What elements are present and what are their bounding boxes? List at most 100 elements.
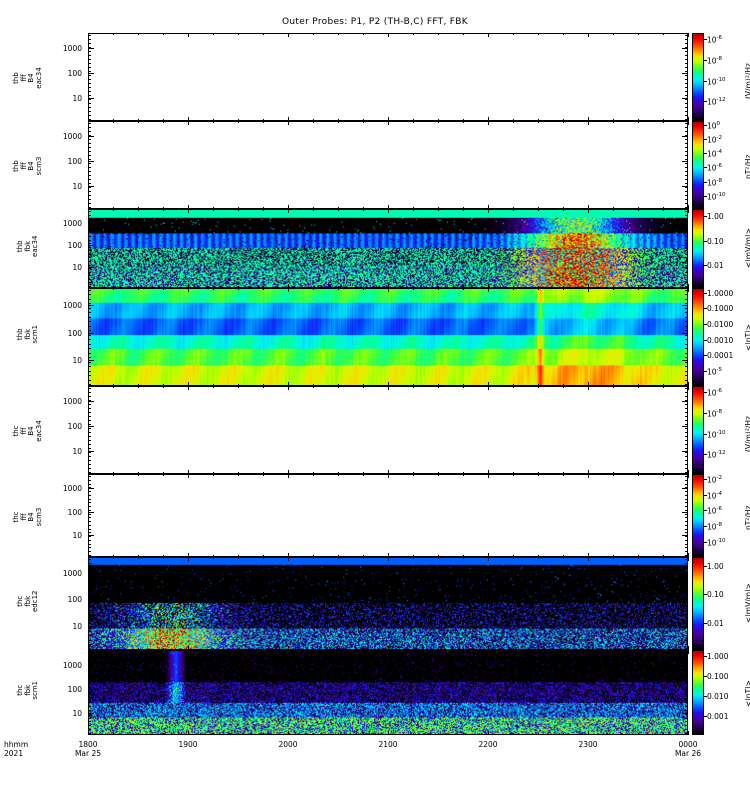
x-tick-mark [363,557,364,559]
y-minor-tick [685,83,688,84]
x-tick-mark [313,472,314,474]
x-tick-mark [163,119,164,121]
y-minor-tick [88,159,91,160]
x-tick-mark [663,557,664,559]
y-minor-tick [685,218,688,219]
y-minor-tick [685,131,688,132]
y-tick-mark [88,73,94,74]
y-tick-label: 10 [72,446,82,456]
x-tick-mark [138,733,139,735]
y-minor-tick [685,348,688,349]
y-minor-tick [685,660,688,661]
x-tick-mark [613,472,614,474]
x-tick-mark [88,117,89,121]
y-tick-mark [682,73,688,74]
y-axis-label-thb-fbk-eac34: thb fbk eac34 [16,211,40,281]
y-minor-tick [88,317,91,318]
colorbar-tick-mark [704,216,707,217]
x-tick-mark [488,288,489,292]
y-tick-mark [682,223,688,224]
x-tick-mark [188,646,189,650]
x-tick-mark [238,650,239,652]
x-tick-mark [238,555,239,557]
y-minor-tick [88,151,91,152]
y-minor-tick [685,191,688,192]
colorbar-tick-label: 10-4 [707,490,723,501]
y-axis-label-line: eac34 [34,420,43,442]
x-tick-mark [238,286,239,288]
x-tick-mark [313,555,314,557]
x-tick-mark [288,553,289,557]
x-tick-mark [563,286,564,288]
y-minor-tick [685,627,688,628]
x-tick-mark [288,205,289,209]
panel-thb-fbk-scm1 [88,288,688,386]
x-tick-mark [663,386,664,388]
x-tick-mark [513,119,514,121]
y-minor-tick [88,555,91,556]
y-minor-tick [685,265,688,266]
y-tick-mark [88,161,94,162]
y-minor-tick [685,580,688,581]
x-tick-mark [213,650,214,652]
x-tick-mark [638,555,639,557]
x-tick-mark [388,284,389,288]
x-tick-mark [313,648,314,650]
x-tick-mark [538,472,539,474]
x-tick-mark [538,119,539,121]
y-minor-tick [88,268,91,269]
y-tick-mark [682,267,688,268]
x-tick-mark [288,121,289,125]
x-tick-mark [613,557,614,559]
y-minor-tick [88,321,91,322]
colorbar-tick-label: 10-10 [707,191,726,202]
y-minor-tick [685,388,688,389]
y-tick-mark [682,665,688,666]
x-tick-mark [113,384,114,386]
y-minor-tick [88,444,91,445]
x-tick-mark [188,117,189,121]
x-tick-mark [613,386,614,388]
y-minor-tick [685,623,688,624]
colorbar-tick-mark [704,125,707,126]
y-tick-mark [682,535,688,536]
x-tick-mark [413,733,414,735]
colorbar-tick-label: 0.1000 [707,304,734,314]
x-tick-mark [538,557,539,559]
x-tick-mark [163,209,164,211]
y-minor-tick [88,424,91,425]
x-tick-mark [88,557,89,561]
y-minor-tick [685,664,688,665]
x-tick-mark [388,731,389,735]
x-tick-mark [513,733,514,735]
x-tick-mark [388,205,389,209]
y-minor-tick [88,660,91,661]
y-minor-tick [88,691,91,692]
x-tick-mark [213,209,214,211]
y-minor-tick [88,627,91,628]
y-minor-tick [685,614,688,615]
y-minor-tick [88,222,91,223]
colorbar-tick-mark [704,526,707,527]
y-minor-tick [88,576,91,577]
y-minor-tick [88,87,91,88]
colorbar-tick-label: 0.10 [707,590,724,600]
colorbar-tick-label: 10-12 [707,97,726,107]
x-tick-mark [563,648,564,650]
colorbar-tick-mark [704,293,707,294]
x-tick-mark [388,117,389,121]
x-tick-mark [588,650,589,654]
y-minor-tick [88,203,91,204]
x-tick-mark [113,207,114,209]
y-minor-tick [685,119,688,120]
x-tick-mark [413,386,414,388]
x-tick-mark [563,474,564,476]
x-tick-mark [138,209,139,211]
y-minor-tick [88,648,91,649]
y-minor-tick [685,517,688,518]
x-tick-mark [113,209,114,211]
y-minor-tick [88,366,91,367]
x-tick-mark [338,650,339,652]
y-minor-tick [88,99,91,100]
